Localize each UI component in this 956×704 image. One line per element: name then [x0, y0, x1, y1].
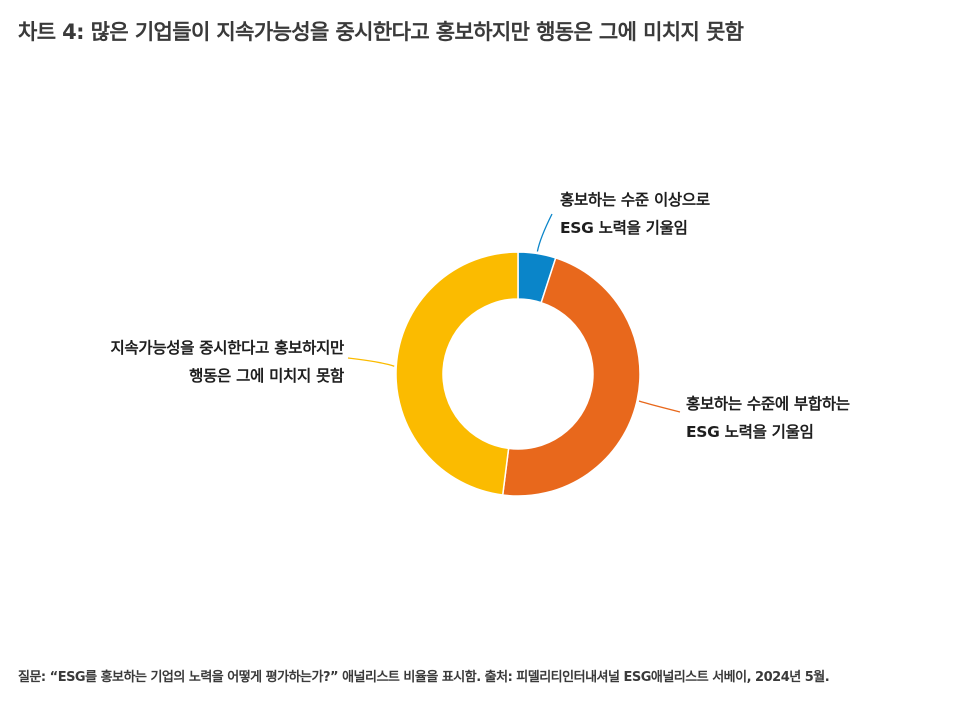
slice-falls-short [395, 251, 519, 496]
slice-label-above-line-1: 홍보하는 수준 이상으로 [560, 191, 710, 209]
leader-lines [347, 213, 681, 413]
chart-title: 차트 4: 많은 기업들이 지속가능성을 중시한다고 홍보하지만 행동은 그에 … [18, 20, 744, 44]
slice-label-matches: 홍보하는 수준에 부합하는 ESG 노력을 기울임 [686, 390, 850, 446]
leader-line-slice-matches [638, 400, 681, 413]
slice-label-above: 홍보하는 수준 이상으로 ESG 노력을 기울임 [560, 186, 710, 242]
slice-matches [501, 257, 641, 497]
slice-label-falls-short-line-2: 행동은 그에 미치지 못함 [189, 367, 344, 385]
slice-label-matches-line-1: 홍보하는 수준에 부합하는 [686, 395, 850, 413]
donut-slices [395, 251, 641, 497]
leader-line-slice-falls-short [347, 357, 395, 367]
slice-label-falls-short-line-1: 지속가능성을 중시한다고 홍보하지만 [110, 339, 344, 357]
slice-label-above-line-2: ESG 노력을 기울임 [560, 219, 688, 237]
chart-footnote: 질문: “ESG를 홍보하는 기업의 노력을 어떻게 평가하는가?” 애널리스트… [18, 670, 830, 685]
slice-label-matches-line-2: ESG 노력을 기울임 [686, 423, 814, 441]
leader-line-slice-above [536, 213, 553, 252]
slice-label-falls-short: 지속가능성을 중시한다고 홍보하지만 행동은 그에 미치지 못함 [110, 334, 344, 390]
